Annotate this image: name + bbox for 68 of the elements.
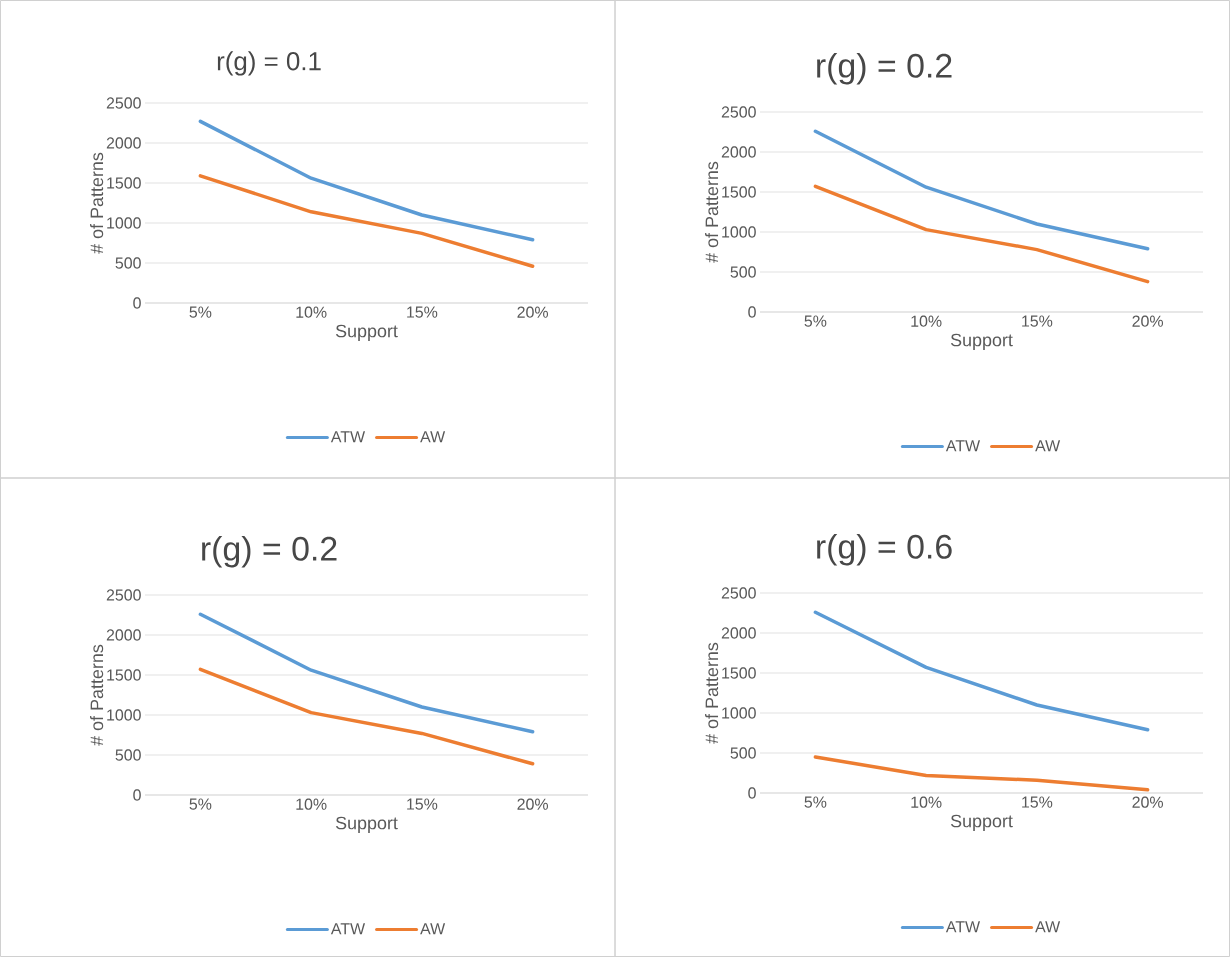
legend-label: ATW [330,923,366,935]
line-series [813,610,1150,732]
y-tick-label: 1000 [722,226,756,238]
x-axis-title: Support [950,333,1013,350]
x-tick-label: 15% [407,306,438,318]
x-tick-label: 15% [1022,796,1053,808]
y-tick-label: 1500 [722,186,756,198]
x-tick-label: 10% [911,315,942,327]
y-tick-label: 0 [748,787,756,799]
line-series [198,612,535,734]
legend-label: AW [420,923,446,935]
y-tick-label: 1000 [107,217,141,229]
y-tick-label: 2500 [721,106,756,118]
y-axis-title: # of Patterns [90,644,104,746]
line-series [198,667,535,766]
y-axis-title: # of Patterns [90,152,104,254]
line-series [813,129,1150,251]
y-tick-label: 2500 [106,97,141,109]
x-tick-label: 20% [517,798,549,810]
chart-title: r(g) = 0.6 [817,533,952,566]
y-tick-label: 500 [115,257,141,269]
legend-label: ATW [945,440,981,452]
y-axis-title: # of Patterns [705,161,719,263]
chart-title: r(g) = 0.2 [817,52,952,85]
line-series [198,174,535,268]
y-tick-label: 0 [133,297,141,309]
y-tick-label: 1500 [107,177,141,189]
x-axis-title: Support [335,324,398,341]
x-tick-label: 5% [804,315,827,327]
y-tick-label: 1500 [722,667,756,679]
x-tick-label: 15% [1022,315,1053,327]
y-tick-label: 2000 [721,146,756,158]
x-tick-label: 10% [911,796,942,808]
y-tick-label: 2000 [106,137,141,149]
y-tick-label: 0 [748,306,756,318]
y-tick-label: 2000 [721,627,756,639]
line-series [198,119,535,242]
line-series [813,755,1150,792]
chart-title: r(g) = 0.1 [217,51,321,76]
y-tick-label: 500 [730,266,756,278]
y-tick-label: 2500 [721,587,756,599]
x-tick-label: 5% [804,796,827,808]
legend-label: ATW [945,921,981,933]
legend-label: AW [1035,921,1061,933]
y-tick-label: 0 [133,789,141,801]
x-tick-label: 20% [1132,315,1164,327]
chart-title: r(g) = 0.2 [202,535,337,568]
y-tick-label: 500 [115,749,141,761]
x-tick-label: 5% [189,798,212,810]
x-tick-label: 5% [189,306,212,318]
y-tick-label: 2000 [106,629,141,641]
y-tick-label: 1000 [722,707,756,719]
x-axis-title: Support [335,816,398,833]
x-tick-label: 10% [296,306,327,318]
x-tick-label: 10% [296,798,327,810]
y-tick-label: 2500 [106,589,141,601]
x-tick-label: 20% [517,306,549,318]
x-axis-title: Support [950,814,1013,831]
y-tick-label: 1500 [107,669,141,681]
y-tick-label: 500 [730,747,756,759]
y-axis-title: # of Patterns [705,642,719,744]
x-tick-label: 20% [1132,796,1164,808]
y-tick-label: 1000 [107,709,141,721]
legend-label: AW [1035,440,1061,452]
line-series [813,184,1150,284]
legend-label: ATW [330,431,366,443]
legend-label: AW [420,431,446,443]
x-tick-label: 15% [407,798,438,810]
